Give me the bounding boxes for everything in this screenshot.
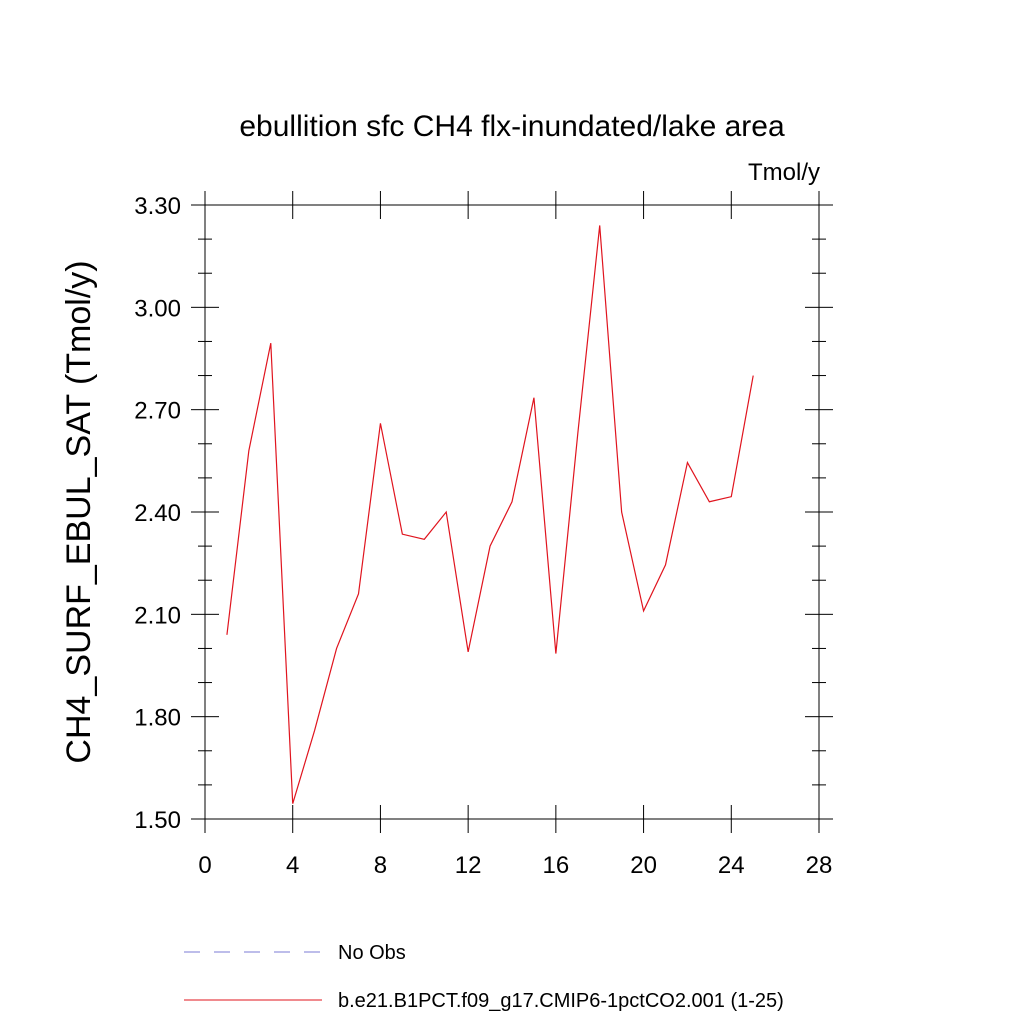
x-tick-label: 20 [630, 852, 657, 879]
legend-label-1: b.e21.B1PCT.f09_g17.CMIP6-1pctCO2.001 (1… [338, 990, 784, 1012]
series-line-1 [226, 225, 754, 804]
series-layer [226, 225, 754, 804]
legend: No Obs b.e21.B1PCT.f09_g17.CMIP6-1pctCO2.… [184, 942, 784, 1012]
x-tick-label: 28 [806, 852, 833, 879]
y-tick-label: 1.50 [134, 807, 181, 834]
y-tick-label: 3.30 [134, 193, 181, 220]
x-axis-ticks: 0 4 8 12 16 20 24 28 [198, 191, 832, 879]
y-tick-label: 2.70 [134, 398, 181, 425]
y-tick-label: 2.40 [134, 500, 181, 527]
x-tick-label: 4 [286, 852, 299, 879]
y-tick-label: 1.80 [134, 705, 181, 732]
y-tick-label: 3.00 [134, 295, 181, 322]
y-axis-label: CH4_SURF_EBUL_SAT (Tmol/y) [60, 260, 98, 763]
x-tick-label: 24 [718, 852, 745, 879]
plot-frame [204, 204, 820, 820]
legend-label-0: No Obs [338, 942, 406, 964]
x-tick-label: 12 [455, 852, 482, 879]
units-label: Tmol/y [748, 159, 820, 186]
y-tick-label: 2.10 [134, 602, 181, 629]
y-axis-ticks: 1.50 1.80 2.10 2.40 2.70 3.00 3.30 [134, 193, 833, 834]
x-tick-label: 0 [198, 852, 211, 879]
x-tick-label: 8 [374, 852, 387, 879]
x-tick-label: 16 [543, 852, 570, 879]
chart-title: ebullition sfc CH4 flx-inundated/lake ar… [239, 110, 785, 143]
